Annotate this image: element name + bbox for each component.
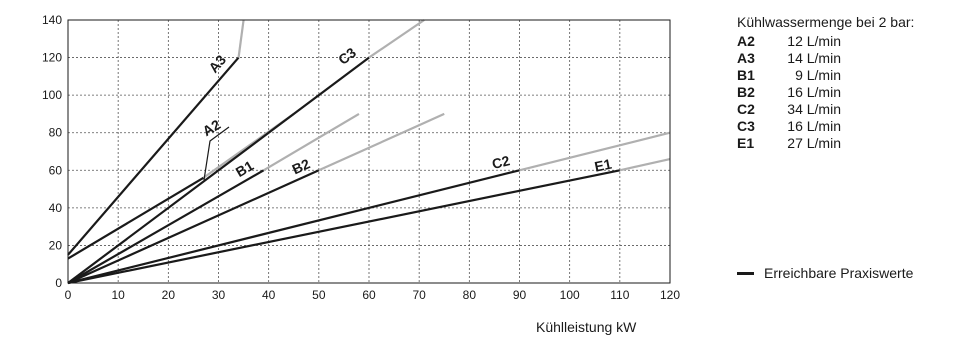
x-tick-label: 100 — [560, 288, 580, 302]
legend-rate: 12 L/min — [787, 33, 841, 49]
series-label-a2: A2 — [200, 116, 224, 139]
y-tick-label: 60 — [49, 163, 63, 177]
series-line-c3 — [67, 56, 370, 284]
legend-row: C3 16 L/min — [737, 118, 914, 135]
x-tick-label: 50 — [312, 288, 326, 302]
legend-row: C2 34 L/min — [737, 101, 914, 118]
y-tick-label: 80 — [49, 126, 63, 140]
legend-code: B1 — [737, 67, 755, 83]
series-label-c3: C3 — [335, 44, 359, 68]
x-tick-label: 30 — [212, 288, 226, 302]
legend-rate: 9 L/min — [791, 67, 841, 83]
chart-svg: 0 10 20 30 40 50 60 70 80 90 100 110 120 0 20 40 60 80 10… — [42, 13, 681, 302]
legend-row: A2 12 L/min — [737, 33, 914, 50]
series-line-b1 — [67, 169, 265, 284]
legend-rate: 14 L/min — [787, 50, 841, 66]
legend-rate: 16 L/min — [787, 118, 841, 134]
legend-title: Kühlwassermenge bei 2 bar: — [737, 14, 915, 30]
legend-rate: 16 L/min — [787, 84, 841, 100]
y-tick-label: 100 — [42, 88, 62, 102]
a2-leader-line — [203, 126, 230, 181]
legend-code: E1 — [737, 135, 755, 151]
legend-rate: 34 L/min — [787, 101, 841, 117]
y-tick-label: 0 — [55, 276, 62, 290]
series-line-b2 — [67, 169, 320, 285]
legend-row: E1 27 L/min — [737, 135, 914, 152]
x-tick-label: 90 — [513, 288, 527, 302]
legend-code: C3 — [737, 118, 755, 134]
x-tick-label: 80 — [463, 288, 477, 302]
series-line-a3 — [67, 56, 240, 256]
y-tick-label: 20 — [49, 238, 63, 252]
series-extension-e1 — [619, 157, 671, 172]
series-label-e1: E1 — [593, 156, 613, 175]
x-tick-label: 110 — [610, 288, 629, 302]
series-extension-b2 — [318, 112, 445, 172]
y-tick-label: 40 — [49, 201, 63, 215]
series-label-c2: C2 — [490, 152, 511, 172]
x-tick-label: 60 — [362, 288, 376, 302]
series-label-b2: B2 — [290, 155, 313, 177]
x-tick-label: 40 — [262, 288, 276, 302]
legend-code: A3 — [737, 50, 755, 66]
legend-rate: 27 L/min — [787, 135, 841, 151]
plot-frame — [67, 19, 671, 284]
legend-row: B1 9 L/min — [737, 67, 914, 84]
practical-legend-label: Erreichbare Praxiswerte — [764, 265, 914, 281]
legend-code: C2 — [737, 101, 755, 117]
x-tick-label: 70 — [412, 288, 426, 302]
legend-row: B2 16 L/min — [737, 84, 914, 101]
legend-code: B2 — [737, 84, 755, 100]
series-label-b1: B1 — [233, 157, 257, 180]
series-extension-c2 — [519, 131, 671, 172]
x-tick-label: 120 — [660, 288, 680, 302]
legend-code: A2 — [737, 33, 755, 49]
x-tick-label: 0 — [65, 288, 72, 302]
series-line-c2 — [67, 169, 520, 285]
y-tick-label: 120 — [42, 51, 62, 65]
series-extension-b1 — [263, 112, 360, 172]
series-lines — [67, 19, 671, 285]
y-ticks: 0 20 40 60 80 100 120 140 — [42, 13, 62, 290]
x-tick-label: 10 — [111, 288, 125, 302]
series-extension-c3 — [368, 19, 425, 59]
practical-legend: Erreichbare Praxiswerte — [737, 265, 913, 281]
x-ticks: 0 10 20 30 40 50 60 70 80 90 100 110 120 — [65, 288, 681, 302]
legend-row: A3 14 L/min — [737, 50, 914, 67]
series-line-e1 — [67, 169, 621, 285]
practical-line-swatch — [737, 271, 754, 275]
y-tick-label: 140 — [42, 13, 62, 27]
legend: Kühlwassermenge bei 2 bar: A2 12 L/min A… — [737, 14, 914, 152]
series-extension-a3 — [237, 19, 245, 58]
x-axis-label: Kühlleistung kW — [536, 319, 637, 335]
x-tick-label: 20 — [162, 288, 176, 302]
series-line-a2 — [67, 176, 205, 260]
